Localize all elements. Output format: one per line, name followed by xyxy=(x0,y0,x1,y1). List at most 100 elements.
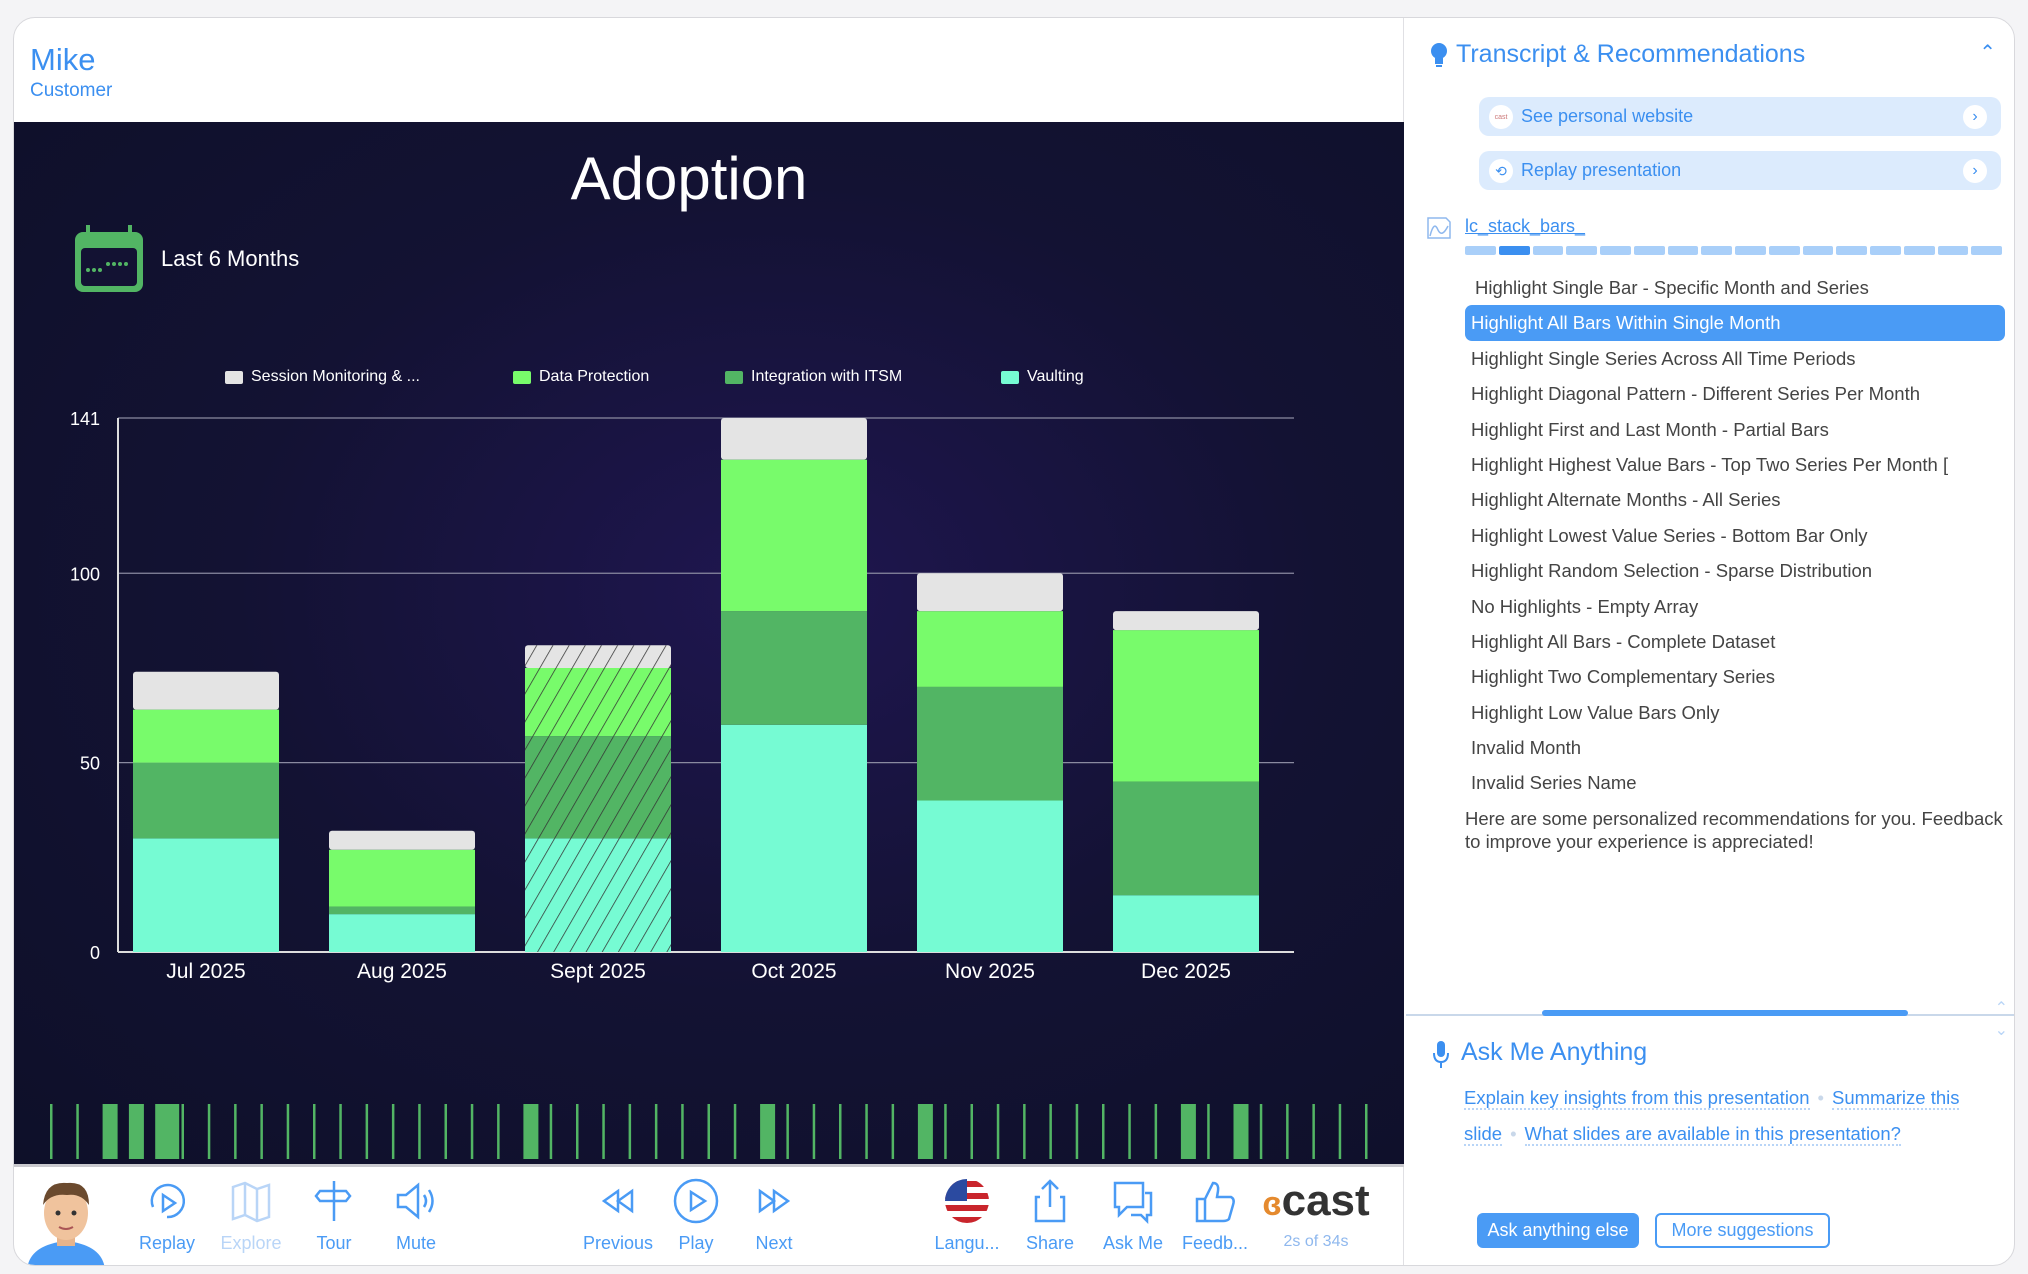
see-personal-website-button[interactable]: cast See personal website › xyxy=(1479,97,2001,136)
next-button[interactable]: Next xyxy=(734,1177,814,1254)
bar-segment xyxy=(917,800,1063,952)
suggestion-link[interactable]: Explain key insights from this presentat… xyxy=(1464,1087,1810,1110)
bar-highlight-hatch xyxy=(525,667,671,737)
bar-segment xyxy=(1113,630,1259,782)
share-button[interactable]: Share xyxy=(1010,1177,1090,1254)
transcript-item[interactable]: Highlight Single Series Across All Time … xyxy=(1471,347,1856,369)
chevron-right-icon: › xyxy=(1963,159,1987,183)
more-suggestions-button[interactable]: More suggestions xyxy=(1655,1213,1830,1248)
legend-item-vaulting: Vaulting xyxy=(1001,368,1084,386)
progress-segment[interactable] xyxy=(1566,246,1597,255)
progress-segment[interactable] xyxy=(1498,246,1530,255)
timeline-marker xyxy=(523,1104,539,1159)
app-window: Mike Customer 0 50 100 141 Jul 2025 Aug 2025 S… xyxy=(13,17,2015,1266)
timeline-marker xyxy=(339,1104,342,1159)
transcript-item[interactable]: Highlight Two Complementary Series xyxy=(1471,666,1776,688)
progress-segment[interactable] xyxy=(1633,246,1665,255)
microphone-icon xyxy=(1433,1041,1449,1068)
transcript-item[interactable]: Invalid Month xyxy=(1471,737,1582,759)
scroll-arrows[interactable]: ⌃ ⌄ xyxy=(1994,1000,2008,1039)
progress-segment[interactable] xyxy=(1971,246,2002,255)
replay-presentation-button[interactable]: ⟲ Replay presentation › xyxy=(1479,151,2001,190)
progress-segment[interactable] xyxy=(1667,246,1699,255)
transcript-item[interactable]: Highlight All Bars - Complete Dataset xyxy=(1471,630,1776,652)
play-button[interactable]: Play xyxy=(656,1177,736,1254)
signpost-icon xyxy=(314,1181,352,1221)
timeline-marker xyxy=(50,1104,53,1159)
legend-item-data-protection: Data Protection xyxy=(513,368,649,386)
collapse-chevron-icon[interactable]: ⌃ xyxy=(1979,42,1996,64)
transcript-item[interactable]: Highlight Lowest Value Series - Bottom B… xyxy=(1471,524,1868,546)
transcript-item[interactable]: Highlight Diagonal Pattern - Different S… xyxy=(1471,383,1921,405)
suggestion-link[interactable]: Summarize this slide xyxy=(1464,1087,1960,1146)
play-icon xyxy=(673,1178,719,1224)
progress-segment[interactable] xyxy=(1937,246,1969,255)
transcript-item[interactable]: Highlight Alternate Months - All Series xyxy=(1471,489,1781,511)
feedback-button[interactable]: Feedb... xyxy=(1175,1177,1255,1254)
progress-segment[interactable] xyxy=(1600,246,1631,255)
ask-anything-else-button[interactable]: Ask anything else xyxy=(1477,1213,1639,1248)
timeline-marker xyxy=(1154,1104,1158,1159)
y-tick-label: 50 xyxy=(80,754,100,774)
timeline-scrubber[interactable] xyxy=(14,1104,1404,1159)
legend-item-session-monitoring: Session Monitoring & ... xyxy=(225,368,420,386)
brand-logo: ɞcast 2s of 34s xyxy=(1262,1176,1370,1251)
timeline-marker xyxy=(917,1104,933,1159)
bar-segment xyxy=(917,573,1063,612)
progress-segment[interactable] xyxy=(1836,246,1867,255)
timeline-marker xyxy=(1075,1104,1079,1159)
ask-me-button[interactable]: Ask Me xyxy=(1093,1177,1173,1254)
explore-button[interactable]: Explore xyxy=(211,1177,291,1254)
us-flag-icon xyxy=(945,1179,989,1223)
transcript-item[interactable]: Highlight Random Selection - Sparse Dist… xyxy=(1471,560,1873,582)
suggestion-link[interactable]: What slides are available in this presen… xyxy=(1524,1123,1901,1146)
timeline-marker xyxy=(1338,1104,1342,1159)
progress-segment[interactable] xyxy=(1802,246,1834,255)
timeline-marker xyxy=(102,1104,118,1159)
calendar-icon xyxy=(75,225,143,292)
playback-time: 2s of 34s xyxy=(1283,1233,1349,1250)
replay-button[interactable]: Replay xyxy=(127,1177,207,1254)
progress-segment[interactable] xyxy=(1465,246,1496,255)
bar-segment xyxy=(721,611,867,725)
timeline-marker xyxy=(1049,1104,1052,1159)
transcript-item[interactable]: Highlight First and Last Month - Partial… xyxy=(1471,418,1829,440)
progress-segment[interactable] xyxy=(1903,246,1935,255)
tour-button[interactable]: Tour xyxy=(294,1177,374,1254)
timeline-marker xyxy=(497,1104,500,1159)
timeline-marker xyxy=(470,1104,474,1159)
transcript-item[interactable]: Highlight All Bars Within Single Month xyxy=(1465,305,2005,341)
timeline-marker xyxy=(286,1104,290,1159)
progress-segment[interactable] xyxy=(1870,246,1901,255)
progress-segment[interactable] xyxy=(1768,246,1800,255)
transcript-item[interactable]: Highlight Low Value Bars Only xyxy=(1471,701,1720,723)
progress-segment[interactable] xyxy=(1735,246,1766,255)
replay-icon xyxy=(150,1183,186,1219)
section-link[interactable]: lc_stack_bars_ xyxy=(1465,216,1586,236)
viewer-role: Customer xyxy=(30,80,113,101)
progress-segment[interactable] xyxy=(1701,246,1732,255)
timeline-marker xyxy=(444,1104,447,1159)
timeline-marker xyxy=(1180,1104,1196,1159)
timeline-marker xyxy=(707,1104,710,1159)
transcript-list: Highlight Single Bar - Specific Month an… xyxy=(1465,270,2005,853)
timeline-marker xyxy=(1365,1104,1368,1159)
transcript-item[interactable]: Highlight Single Bar - Specific Month an… xyxy=(1475,277,1869,298)
bar-segment xyxy=(329,914,475,952)
mute-button[interactable]: Mute xyxy=(376,1177,456,1254)
timeline-marker xyxy=(839,1104,842,1159)
timeline-marker xyxy=(155,1104,180,1159)
panel-resize-handle[interactable] xyxy=(1542,1010,1908,1016)
transcript-item[interactable]: Invalid Series Name xyxy=(1471,772,1637,794)
transcript-item[interactable]: No Highlights - Empty Array xyxy=(1471,595,1699,617)
section-progress[interactable] xyxy=(1465,246,2002,255)
progress-segment[interactable] xyxy=(1532,246,1564,255)
cast-logo-icon: cast xyxy=(1489,105,1513,129)
x-tick-label: Aug 2025 xyxy=(357,960,447,983)
language-button[interactable]: Langu... xyxy=(927,1177,1007,1254)
player-toolbar: Replay Explore Tour Mute Previous Play N… xyxy=(14,1164,1404,1265)
x-tick-label: Nov 2025 xyxy=(945,960,1035,983)
y-tick-label: 141 xyxy=(70,409,100,429)
transcript-item[interactable]: Highlight Highest Value Bars - Top Two S… xyxy=(1471,453,1949,475)
previous-button[interactable]: Previous xyxy=(578,1177,658,1254)
